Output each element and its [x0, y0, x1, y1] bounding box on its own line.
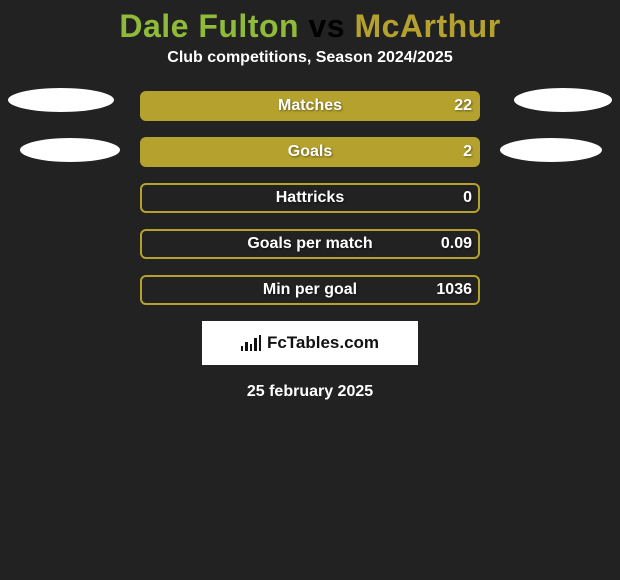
stat-bar-right-fill — [140, 91, 480, 121]
stat-row: Min per goal1036 — [0, 275, 620, 305]
stat-bar-track — [140, 91, 480, 121]
stat-row: Goals per match0.09 — [0, 229, 620, 259]
player-right-avatar-placeholder — [500, 138, 602, 162]
stat-value-right: 0 — [463, 183, 472, 213]
stat-value-right: 0.09 — [441, 229, 472, 259]
stat-rows: Matches22 Goals2 Hattricks0 Goals per match… — [0, 91, 620, 305]
stat-bar-right-fill — [140, 137, 480, 167]
stat-row: Hattricks0 — [0, 183, 620, 213]
logo-text: FcTables.com — [267, 333, 379, 353]
stat-bar-track — [140, 137, 480, 167]
page-title: Dale Fulton vs McArthur — [0, 8, 620, 45]
logo-box: FcTables.com — [202, 321, 418, 365]
stat-bar-track — [140, 183, 480, 213]
stat-value-right: 2 — [463, 137, 472, 167]
stat-bar-track — [140, 275, 480, 305]
stat-bar-track — [140, 229, 480, 259]
player-left-avatar-placeholder — [20, 138, 120, 162]
stat-row: Matches22 — [0, 91, 620, 121]
comparison-infographic: Dale Fulton vs McArthur Club competition… — [0, 8, 620, 401]
stat-value-right: 22 — [454, 91, 472, 121]
player-left-name: Dale Fulton — [119, 8, 299, 44]
player-left-avatar-placeholder — [8, 88, 114, 112]
stat-value-right: 1036 — [436, 275, 472, 305]
date-label: 25 february 2025 — [0, 383, 620, 401]
player-right-avatar-placeholder — [514, 88, 612, 112]
subtitle: Club competitions, Season 2024/2025 — [0, 49, 620, 67]
player-right-name: McArthur — [354, 8, 500, 44]
vs-separator: vs — [299, 8, 354, 44]
bar-chart-icon — [241, 335, 261, 351]
stat-row: Goals2 — [0, 137, 620, 167]
